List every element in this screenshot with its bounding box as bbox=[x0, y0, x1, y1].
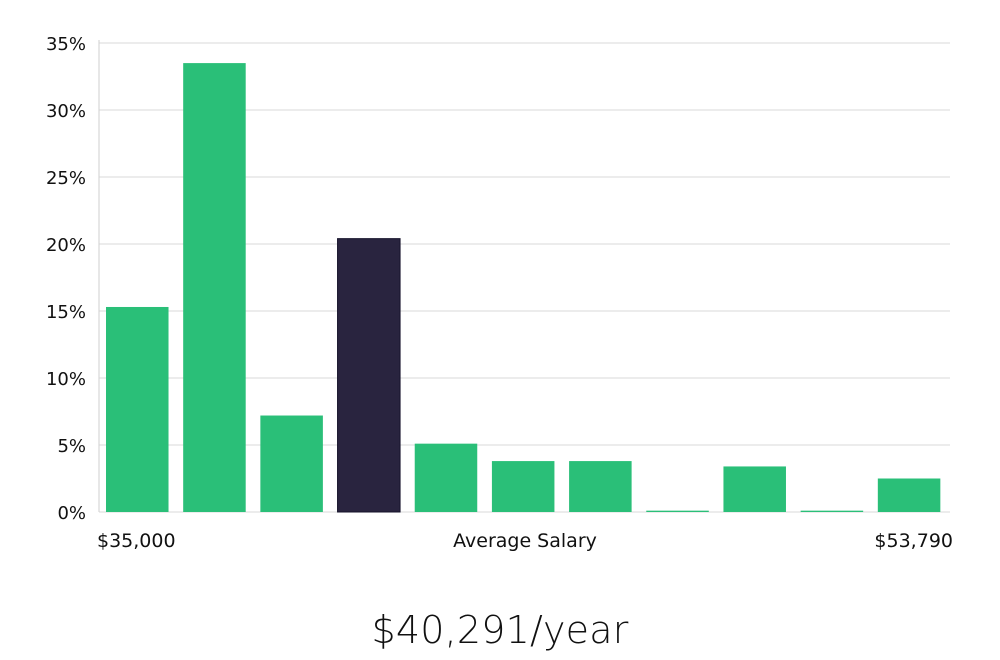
y-tick-label: 0% bbox=[57, 503, 86, 524]
y-axis-ticks: 0% 5% 10% 15% 20% 25% 30% 35% bbox=[46, 34, 86, 524]
salary-histogram-svg: 0% 5% 10% 15% 20% 25% 30% 35% $35,000 Average S… bbox=[46, 34, 953, 552]
y-tick-label: 20% bbox=[46, 235, 86, 256]
histogram-bar bbox=[723, 466, 786, 512]
histogram-bar bbox=[569, 461, 632, 512]
x-axis-min-label: $35,000 bbox=[97, 530, 176, 552]
bars-layer bbox=[106, 63, 941, 513]
histogram-bar bbox=[106, 306, 169, 512]
y-tick-label: 15% bbox=[46, 302, 86, 323]
histogram-bar-highlighted bbox=[337, 238, 401, 513]
histogram-bar bbox=[800, 510, 864, 512]
histogram-bar bbox=[260, 415, 323, 512]
x-axis-title: Average Salary bbox=[453, 530, 597, 552]
histogram-bar bbox=[646, 510, 709, 512]
histogram-bar bbox=[183, 63, 246, 512]
histogram-bar bbox=[491, 461, 555, 512]
histogram-bar bbox=[414, 443, 478, 512]
y-tick-label: 35% bbox=[46, 34, 86, 55]
y-tick-label: 5% bbox=[57, 436, 86, 457]
average-salary-caption: $40,291/year bbox=[371, 608, 629, 652]
y-tick-label: 30% bbox=[46, 101, 86, 122]
y-tick-label: 10% bbox=[46, 369, 86, 390]
histogram-bar bbox=[877, 478, 941, 512]
x-axis-max-label: $53,790 bbox=[874, 530, 953, 552]
y-tick-label: 25% bbox=[46, 168, 86, 189]
